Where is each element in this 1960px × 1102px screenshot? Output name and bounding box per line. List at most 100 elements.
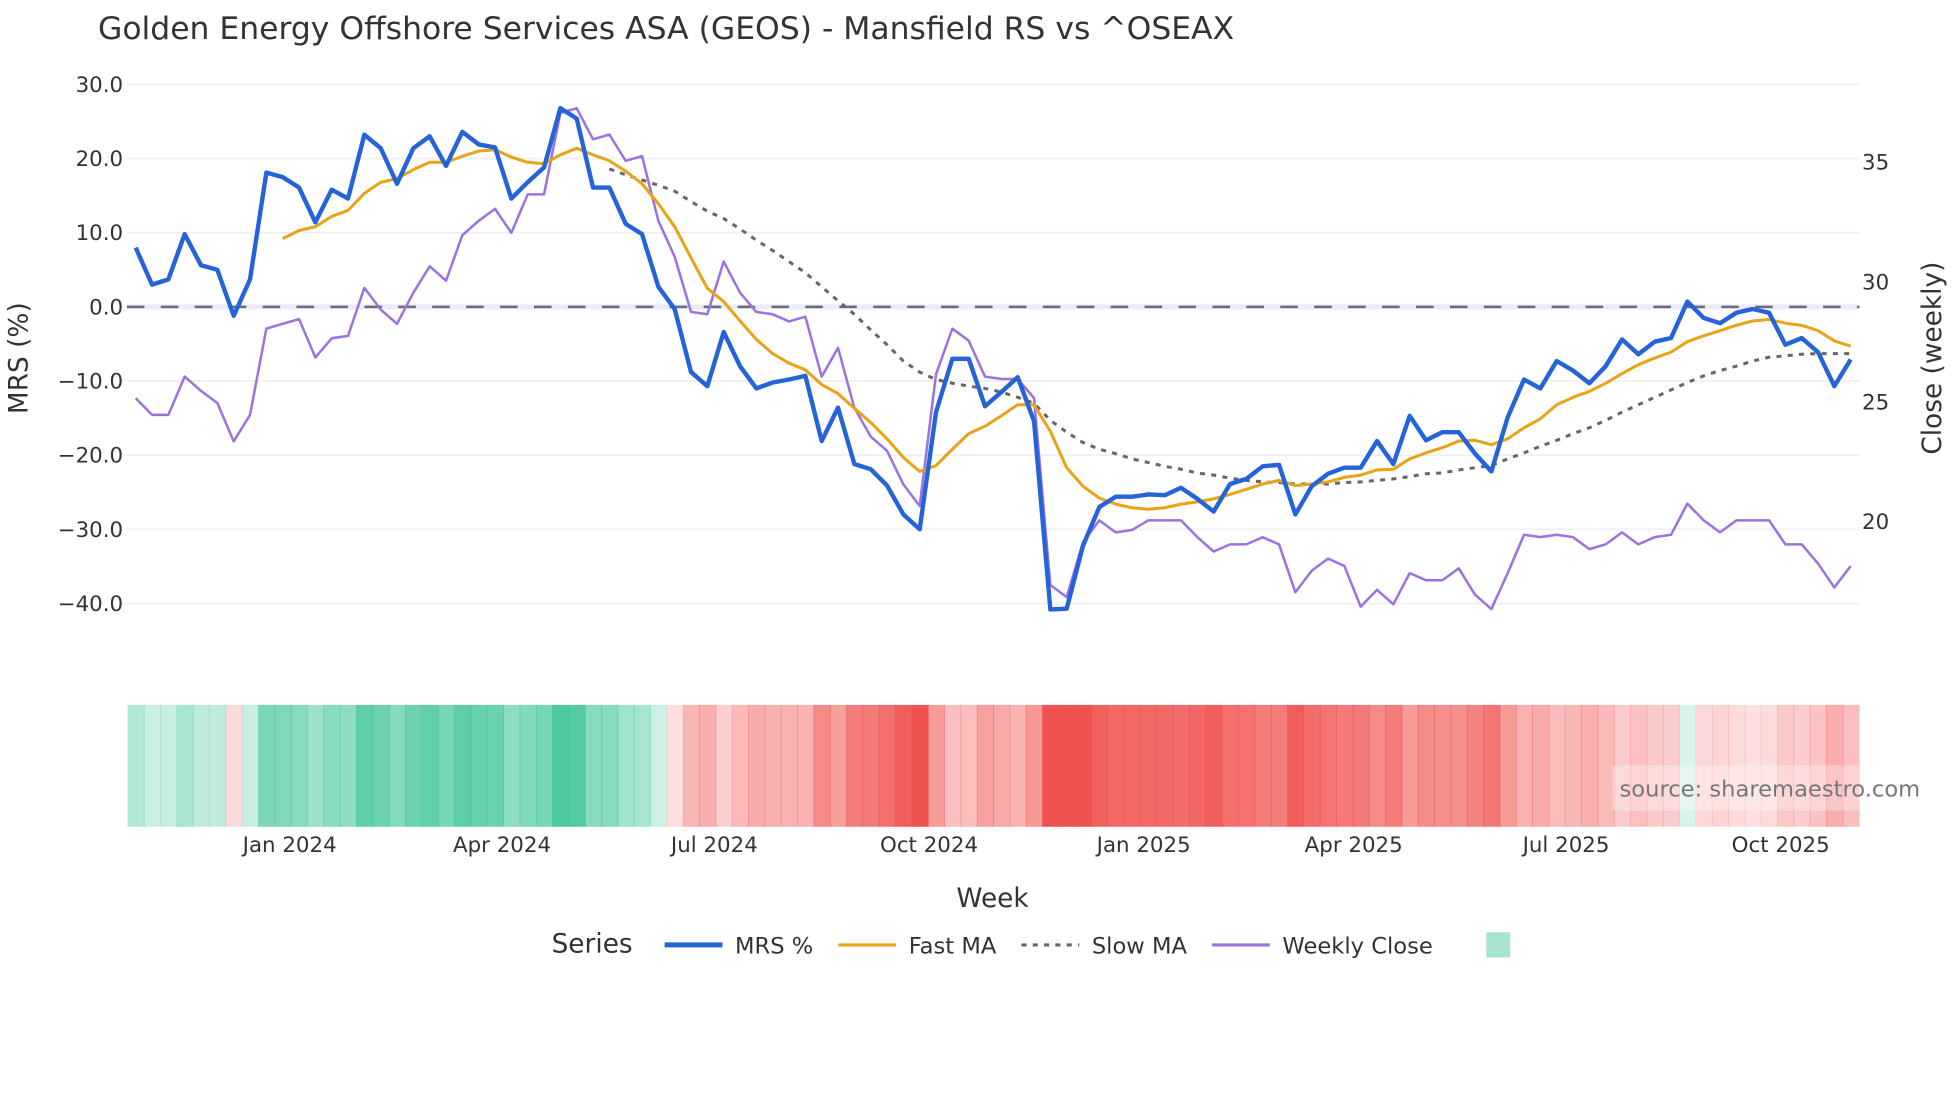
heatmap-cell	[584, 704, 602, 827]
heatmap-cell	[1630, 704, 1648, 827]
source-annotation-bg	[1611, 765, 1864, 811]
heatmap-cell	[1613, 704, 1631, 827]
heatmap-cell	[731, 704, 749, 827]
heatmap-cell	[1042, 704, 1060, 827]
x-tick-label: Jan 2025	[1095, 833, 1191, 858]
heatmap-cell	[1711, 704, 1729, 827]
heatmap-cell	[699, 704, 717, 827]
heatmap-cell	[944, 704, 962, 827]
heatmap-cell	[535, 704, 553, 827]
heatmap-cell	[143, 704, 161, 827]
heatmap-cell	[1270, 704, 1288, 827]
heatmap-cell	[1499, 704, 1517, 827]
x-axis-ticks: Jan 2024 Apr 2024 Jul 2024 Oct 2024 Jan 2025…	[241, 833, 1830, 858]
heatmap-cell	[895, 704, 913, 827]
heatmap-cell	[209, 704, 227, 827]
heatmap-cell	[258, 704, 276, 827]
x-tick-label: Oct 2024	[880, 833, 978, 858]
heatmap-cell	[1483, 704, 1501, 827]
legend-title: Series	[552, 929, 633, 959]
heatmap-cell	[568, 704, 586, 827]
y-tick-label: 30.0	[76, 73, 124, 98]
heatmap-cell	[1336, 704, 1354, 827]
heatmap-cell	[388, 704, 406, 827]
heatmap-cell	[601, 704, 619, 827]
heatmap-cell	[1172, 704, 1190, 827]
heatmap-cell	[633, 704, 651, 827]
x-axis-title: Week	[956, 884, 1029, 914]
heatmap-cell	[1303, 704, 1321, 827]
heatmap-cell	[1695, 704, 1713, 827]
y-tick-label: −40.0	[58, 592, 123, 617]
heatmap-cell	[1450, 704, 1468, 827]
y-tick-label: 0.0	[89, 295, 123, 320]
heatmap-cell	[748, 704, 766, 827]
heatmap-cell	[993, 704, 1011, 827]
heatmap-cell	[1662, 704, 1680, 827]
heatmap-cell	[813, 704, 831, 827]
heatmap-cell	[225, 704, 243, 827]
heatmap-cell	[829, 704, 847, 827]
heatmap-cell	[764, 704, 782, 827]
heatmap-cell	[1107, 704, 1125, 827]
heatmap-cell	[1760, 704, 1778, 827]
heatmap-cell	[927, 704, 945, 827]
y2-axis-ticks: 35 30 25 20	[1862, 151, 1889, 535]
heatmap-cell	[421, 704, 439, 827]
heatmap-cell	[1564, 704, 1582, 827]
heatmap-cell	[160, 704, 178, 827]
heatmap-cell	[1287, 704, 1305, 827]
heatmap-cell	[274, 704, 292, 827]
heatmap-cell	[1074, 704, 1092, 827]
heatmap-cell	[960, 704, 978, 827]
heatmap-cell	[1728, 704, 1746, 827]
y-tick-label: −10.0	[58, 370, 123, 395]
heatmap-cell	[1515, 704, 1533, 827]
legend-label: Weekly Close	[1282, 934, 1432, 960]
heatmap-cell	[976, 704, 994, 827]
x-tick-label: Oct 2025	[1732, 833, 1830, 858]
heatmap-cell	[1205, 704, 1223, 827]
heatmap-cell	[846, 704, 864, 827]
heatmap-cell	[1777, 704, 1795, 827]
mrs-heatmap-strip	[127, 704, 1860, 827]
legend-label: Fast MA	[909, 934, 997, 960]
heatmap-cell	[437, 704, 455, 827]
heatmap-cell	[1025, 704, 1043, 827]
heatmap-cell	[650, 704, 668, 827]
heatmap-cell	[1123, 704, 1141, 827]
heatmap-cell	[1826, 704, 1844, 827]
heatmap-cell	[797, 704, 815, 827]
y2-tick-label: 35	[1862, 151, 1889, 176]
heatmap-cell	[1058, 704, 1076, 827]
heatmap-cell	[1009, 704, 1027, 827]
heatmap-cell	[1091, 704, 1109, 827]
heatmap-cell	[405, 704, 423, 827]
slow-ma-line	[608, 167, 1851, 486]
heatmap-cell	[1532, 704, 1550, 827]
heatmap-cell	[290, 704, 308, 827]
heatmap-cell	[503, 704, 521, 827]
y2-tick-label: 30	[1862, 271, 1889, 296]
y2-axis-title: Close (weekly)	[1918, 262, 1948, 455]
heatmap-cell	[127, 704, 145, 827]
source-text: source: sharemaestro.com	[1620, 777, 1921, 803]
heatmap-cell	[519, 704, 537, 827]
heatmap-cell	[1319, 704, 1337, 827]
y-tick-label: −20.0	[58, 444, 123, 469]
heatmap-cell	[1221, 704, 1239, 827]
heatmap-cell	[911, 704, 929, 827]
heatmap-cell	[1842, 704, 1860, 827]
heatmap-cell	[1597, 704, 1615, 827]
heatmap-cell	[780, 704, 798, 827]
legend-heatmap-swatch	[1486, 932, 1511, 958]
heatmap-cell	[176, 704, 194, 827]
y2-tick-label: 25	[1862, 390, 1889, 415]
heatmap-cell	[1793, 704, 1811, 827]
x-tick-label: Jul 2024	[669, 833, 758, 858]
heatmap-cell	[1352, 704, 1370, 827]
heatmap-cell	[339, 704, 357, 827]
heatmap-cell	[1417, 704, 1435, 827]
heatmap-cell	[1809, 704, 1827, 827]
